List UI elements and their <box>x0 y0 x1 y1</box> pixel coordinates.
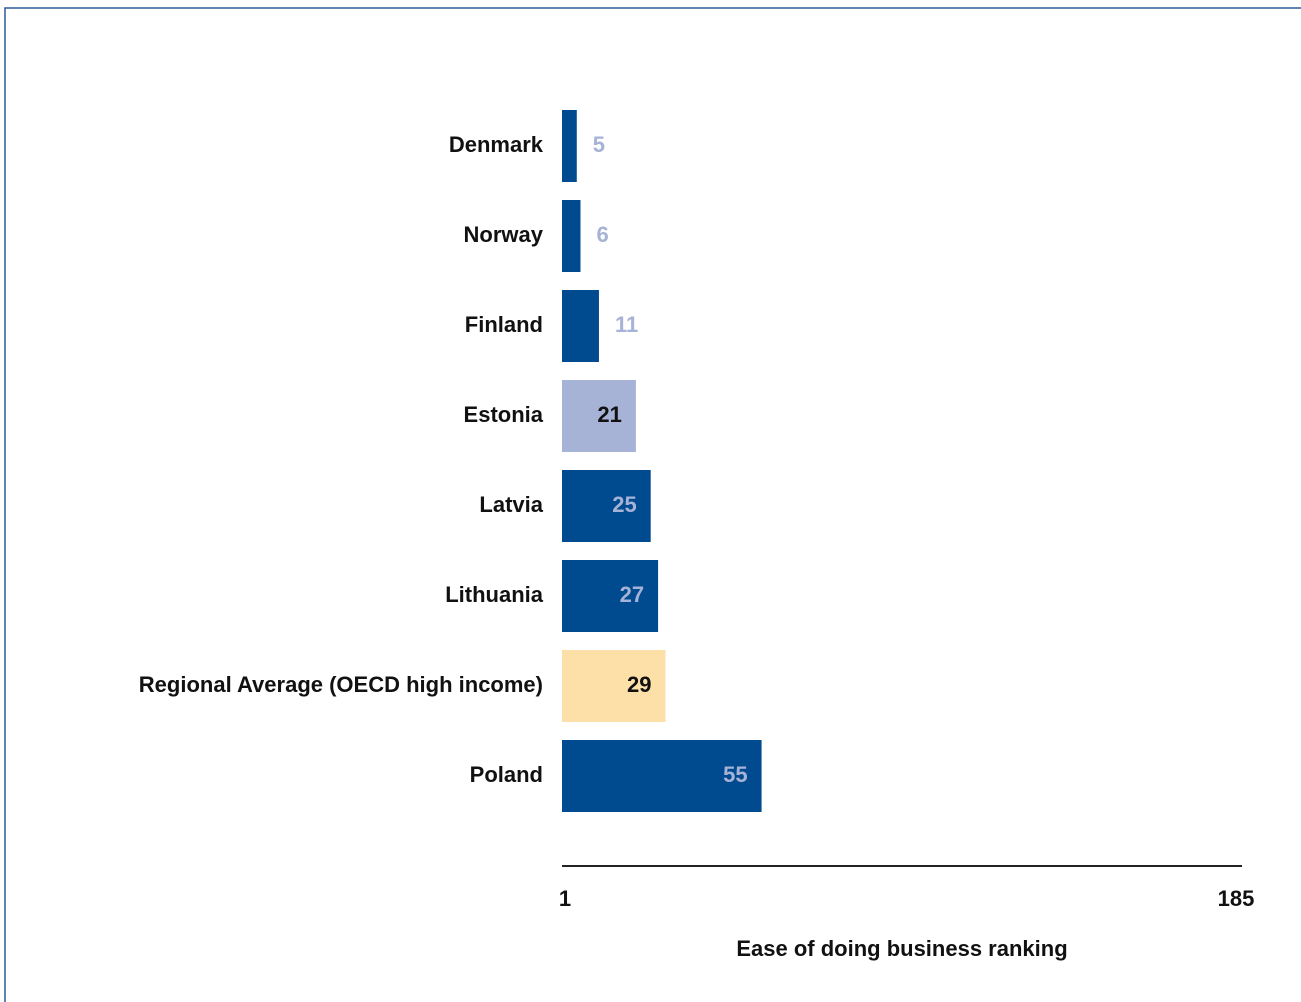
value-label: 55 <box>723 762 747 787</box>
value-label: 29 <box>627 672 651 697</box>
bar <box>562 290 599 362</box>
value-label: 27 <box>620 582 644 607</box>
bar <box>562 740 762 812</box>
category-label: Latvia <box>479 492 543 517</box>
category-label: Denmark <box>449 132 544 157</box>
category-label: Lithuania <box>445 582 544 607</box>
category-label: Norway <box>464 222 544 247</box>
bar <box>562 650 666 722</box>
x-tick-label: 1 <box>559 886 571 911</box>
value-label: 6 <box>596 222 608 247</box>
category-label: Estonia <box>464 402 544 427</box>
category-label: Finland <box>465 312 543 337</box>
frame <box>4 7 1301 1002</box>
value-label: 21 <box>597 402 621 427</box>
bar <box>562 200 581 272</box>
x-axis-title: Ease of doing business ranking <box>736 936 1067 961</box>
bar <box>562 380 636 452</box>
value-label: 11 <box>615 312 638 337</box>
value-label: 25 <box>612 492 636 517</box>
category-label: Poland <box>470 762 543 787</box>
bar <box>562 110 577 182</box>
bar <box>562 470 651 542</box>
bar <box>562 560 659 632</box>
x-tick-label: 185 <box>1218 886 1255 911</box>
value-label: 5 <box>593 132 605 157</box>
category-label: Regional Average (OECD high income) <box>139 672 543 697</box>
